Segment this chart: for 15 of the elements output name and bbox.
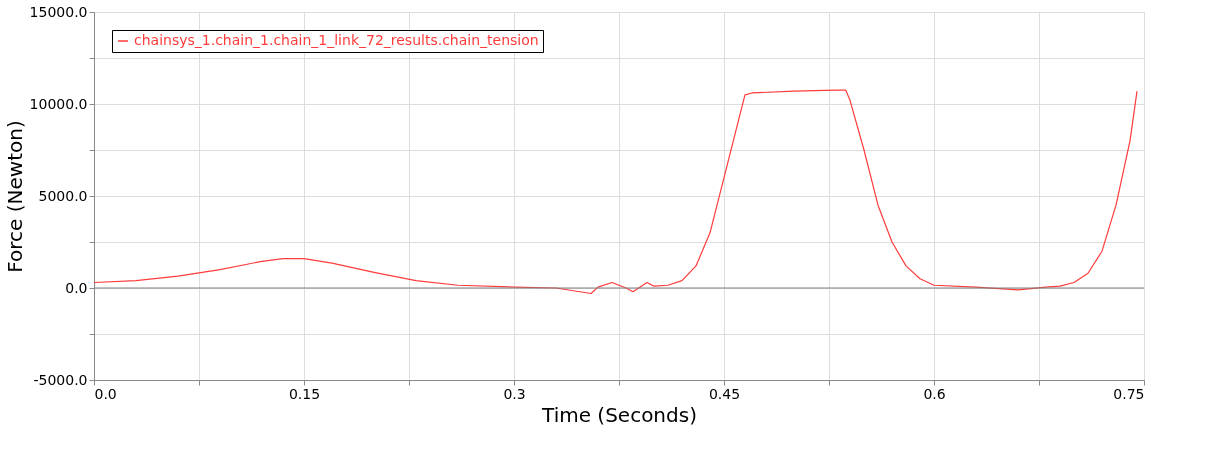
- x-axis-title: Time (Seconds): [541, 402, 697, 427]
- y-tick-label: 15000.0: [29, 3, 88, 20]
- x-tick-label: 0.3: [503, 385, 526, 402]
- legend-label: chainsys_1.chain_1.chain_1_link_72_results.chain_tension: [134, 32, 539, 48]
- x-tick-label: 0.75: [1113, 385, 1145, 402]
- x-tick-label: 0.6: [923, 385, 946, 402]
- y-tick-label: -5000.0: [33, 371, 88, 388]
- y-axis-title: Force (Newton): [2, 120, 27, 273]
- x-tick-label: 0.0: [94, 385, 117, 402]
- x-tick-label: 0.45: [708, 385, 741, 402]
- y-tick-label: 5000.0: [38, 187, 88, 204]
- line-series: [93, 89, 1138, 295]
- y-tick-label: 0.0: [65, 279, 88, 296]
- y-tick-label: 10000.0: [29, 95, 88, 112]
- x-tick-label: 0.15: [288, 385, 321, 402]
